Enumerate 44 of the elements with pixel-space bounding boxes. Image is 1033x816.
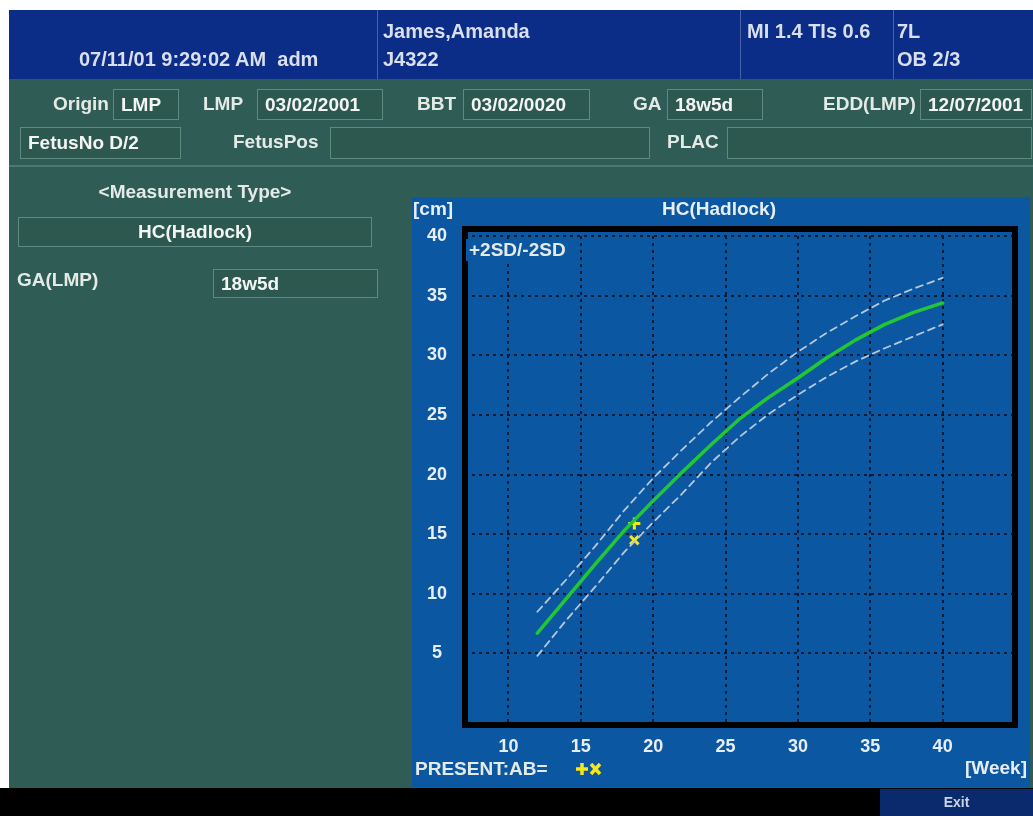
text: LMP bbox=[203, 93, 244, 115]
text-field: HC(Hadlock) bbox=[18, 217, 372, 247]
text: MI 1.4 TIs 0.6 bbox=[747, 20, 871, 42]
y-tick-label: 35 bbox=[426, 284, 447, 305]
text-field: 03/02/0020 bbox=[463, 89, 590, 120]
x-tick-label: 25 bbox=[715, 735, 736, 756]
text-field: FetusNo D/2 bbox=[20, 127, 181, 159]
text: 07/11/01 9:29:02 AM adm bbox=[79, 48, 319, 70]
text: PLAC bbox=[667, 131, 719, 153]
text-field: 03/02/2001 bbox=[257, 89, 383, 120]
text: J4322 bbox=[383, 48, 439, 70]
y-tick-label: 5 bbox=[431, 642, 442, 663]
x-tick-label: 20 bbox=[643, 735, 664, 756]
x-tick-label: 10 bbox=[498, 735, 519, 756]
annotation: +2SD/-2SD bbox=[466, 239, 569, 261]
text-field: 18w5d bbox=[213, 269, 378, 298]
y-axis-title: [cm] bbox=[413, 198, 454, 220]
text-field: LMP bbox=[113, 89, 179, 120]
text: GA bbox=[633, 93, 662, 115]
x-tick-label: 40 bbox=[932, 735, 953, 756]
text: BBT bbox=[417, 93, 457, 115]
x-tick-label: 35 bbox=[860, 735, 881, 756]
text: GA(LMP) bbox=[17, 269, 99, 291]
y-tick-label: 10 bbox=[426, 582, 447, 603]
text: FetusPos bbox=[233, 131, 319, 153]
x-tick-label: 15 bbox=[570, 735, 591, 756]
y-tick-label: 15 bbox=[426, 523, 447, 544]
x-axis-title: [Week] bbox=[965, 757, 1027, 779]
text: <Measurement Type> bbox=[97, 181, 293, 203]
exit-button: Exit bbox=[880, 789, 1033, 816]
y-tick-label: 20 bbox=[426, 463, 447, 484]
y-tick-label: 40 bbox=[426, 225, 447, 246]
text: Origin bbox=[53, 93, 109, 115]
text: PRESENT:AB= bbox=[415, 758, 548, 780]
text: OB 2/3 bbox=[897, 48, 961, 70]
y-tick-label: 25 bbox=[426, 403, 447, 424]
text: James,Amanda bbox=[383, 20, 530, 42]
y-tick-label: 30 bbox=[426, 344, 447, 365]
text-field: 18w5d bbox=[667, 89, 763, 120]
text-field: 12/07/2001 bbox=[920, 89, 1032, 120]
text: EDD(LMP) bbox=[823, 93, 916, 115]
chart-title: HC(Hadlock) bbox=[661, 198, 777, 220]
text: 7L bbox=[897, 20, 921, 42]
x-tick-label: 30 bbox=[787, 735, 808, 756]
